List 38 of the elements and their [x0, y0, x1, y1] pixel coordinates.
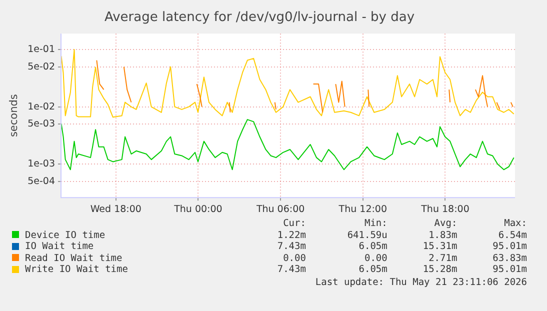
text: 63.83m [492, 252, 527, 264]
text: 6.05m [358, 241, 388, 252]
legend-label: Write IO Wait time [24, 264, 129, 276]
text: 6.05m [358, 264, 388, 276]
x-tick-label: Thu 00:00 [173, 204, 222, 215]
chart-title: Average latency for /dev/vg0/lv-journal - by day [104, 10, 415, 26]
legend-label: Read IO Wait time [24, 252, 124, 264]
x-tick-label: Thu 18:00 [420, 204, 470, 215]
text: 1.83m [428, 230, 458, 241]
y-tick-label: 5e-04 [28, 176, 56, 187]
y-tick-label: 1e-01 [28, 44, 56, 56]
text: 95.01m [492, 241, 527, 252]
text: Avg: [433, 218, 458, 230]
text: 7.43m [276, 241, 306, 252]
x-tick-label: Wed 18:00 [90, 204, 142, 215]
text: Last update: Thu May 21 23:11:06 2026 [314, 276, 527, 288]
text: 6.54m [497, 230, 527, 241]
text: 641.59u [346, 230, 388, 241]
legend-label: IO Wait time [24, 241, 95, 252]
y-tick-label: 1e-03 [28, 158, 56, 170]
x-tick-label: Thu 12:00 [338, 204, 388, 215]
text: 95.01m [492, 264, 527, 276]
y-tick-label: 5e-02 [28, 61, 56, 72]
x-tick-label: Thu 06:00 [255, 204, 305, 215]
text: 7.43m [276, 264, 306, 276]
text: Cur: [282, 218, 306, 230]
text: 2.71m [428, 252, 458, 264]
y-tick-label: 5e-03 [28, 118, 56, 130]
text: 0.00 [282, 252, 306, 264]
text: Min: [363, 218, 388, 230]
y-tick-label: 1e-02 [28, 101, 56, 112]
y-axis-title: seconds [8, 94, 20, 138]
legend-label: Device IO time [24, 230, 106, 241]
text: 0.00 [363, 252, 388, 264]
text: 1.22m [276, 230, 306, 241]
text: 15.28m [422, 264, 458, 276]
text: 15.31m [422, 241, 458, 252]
text: Max: [503, 218, 527, 230]
